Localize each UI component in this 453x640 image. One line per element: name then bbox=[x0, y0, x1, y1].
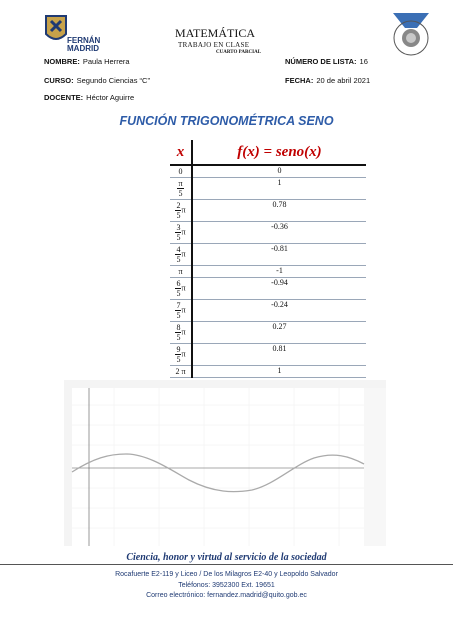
f-value: -1 bbox=[191, 265, 366, 278]
f-value: -0.24 bbox=[191, 299, 366, 322]
f-value: 1 bbox=[191, 177, 366, 200]
field: CURSO: Segundo Ciencias “C” bbox=[44, 76, 150, 85]
subject: MATEMÁTICA bbox=[175, 26, 255, 40]
f-value: -0.94 bbox=[191, 277, 366, 300]
denominator: 5 bbox=[176, 233, 181, 242]
term: CUARTO PARCIAL bbox=[216, 50, 262, 55]
denominator: 5 bbox=[176, 333, 181, 342]
heading: FUNCIÓN TRIGONOMÉTRICA SENO bbox=[119, 114, 334, 128]
address: Rocafuerte E2-119 y Liceo / De los Milag… bbox=[115, 571, 338, 578]
x-cell: 0 bbox=[170, 165, 193, 178]
x-value: 0 bbox=[178, 167, 183, 176]
table-row: 2 5 π 0.78 bbox=[170, 199, 366, 222]
numerator: π bbox=[177, 179, 184, 189]
f-value: 0.27 bbox=[191, 321, 366, 344]
pi-symbol: π bbox=[181, 227, 186, 237]
numerator: 2 bbox=[175, 201, 182, 211]
denominator: 5 bbox=[176, 255, 181, 264]
denominator: 5 bbox=[176, 311, 181, 320]
value-table: x f(x) = seno(x) 0 0 π 5 1 2 5 π 0.78 3 5 π -0.36 4 5 π… bbox=[170, 140, 366, 378]
field: FECHA: 20 de abril 2021 bbox=[285, 76, 371, 85]
footer-rule bbox=[0, 564, 453, 565]
denominator: 5 bbox=[176, 355, 181, 364]
numerator: 4 bbox=[175, 245, 182, 255]
table-row: π -1 bbox=[170, 265, 366, 278]
field: NÚMERO DE LISTA: 16 bbox=[285, 57, 368, 66]
numerator: 9 bbox=[175, 345, 182, 355]
x-cell: 2 π bbox=[170, 365, 193, 378]
numerator: 6 bbox=[175, 279, 182, 289]
field: NOMBRE: Paula Herrera bbox=[44, 57, 130, 66]
address: Teléfonos: 3952300 Ext. 19651 bbox=[178, 582, 275, 589]
address: Correo electrónico: fernandez.madrid@qui… bbox=[146, 592, 307, 599]
column-header: x bbox=[170, 140, 193, 166]
table-row: 7 5 π -0.24 bbox=[170, 299, 366, 322]
denominator: 5 bbox=[176, 211, 181, 220]
f-value: 0.78 bbox=[191, 199, 366, 222]
school-name: MADRID bbox=[67, 44, 99, 53]
denominator: 5 bbox=[176, 289, 181, 298]
table-row: 2 π 1 bbox=[170, 365, 366, 378]
numerator: 7 bbox=[175, 301, 182, 311]
field: DOCENTE: Héctor Aguirre bbox=[44, 93, 135, 102]
school-name: FERNÁNDEZ bbox=[67, 36, 100, 45]
f-value: -0.36 bbox=[191, 221, 366, 244]
f-value: 0 bbox=[191, 165, 366, 178]
f-value: 1 bbox=[191, 365, 366, 378]
table-row: 9 5 π 0.81 bbox=[170, 343, 366, 366]
activity: TRABAJO EN CLASE bbox=[178, 41, 250, 49]
pi-symbol: π bbox=[181, 305, 186, 315]
column-header: f(x) = seno(x) bbox=[191, 140, 366, 166]
pi-symbol: π bbox=[181, 205, 186, 215]
f-value: 0.81 bbox=[191, 343, 366, 366]
table-row: 6 5 π -0.94 bbox=[170, 277, 366, 300]
medal-logo bbox=[393, 13, 429, 56]
school-logo: FERNÁNDEZ MADRID bbox=[45, 15, 100, 53]
table-row: 4 5 π -0.81 bbox=[170, 243, 366, 266]
pi-symbol: π bbox=[181, 249, 186, 259]
pi-symbol: π bbox=[181, 327, 186, 337]
denominator: 5 bbox=[178, 189, 183, 198]
table-row: 8 5 π 0.27 bbox=[170, 321, 366, 344]
numerator: 8 bbox=[175, 323, 182, 333]
x-value: 2 π bbox=[175, 367, 186, 376]
table-row: 3 5 π -0.36 bbox=[170, 221, 366, 244]
graph-screenshot bbox=[64, 380, 386, 546]
numerator: 3 bbox=[175, 223, 182, 233]
x-cell: π bbox=[170, 265, 193, 278]
x-value: π bbox=[178, 267, 183, 276]
pi-symbol: π bbox=[181, 349, 186, 359]
motto: Ciencia, honor y virtud al servicio de l… bbox=[126, 552, 327, 563]
f-value: -0.81 bbox=[191, 243, 366, 266]
pi-symbol: π bbox=[181, 283, 186, 293]
